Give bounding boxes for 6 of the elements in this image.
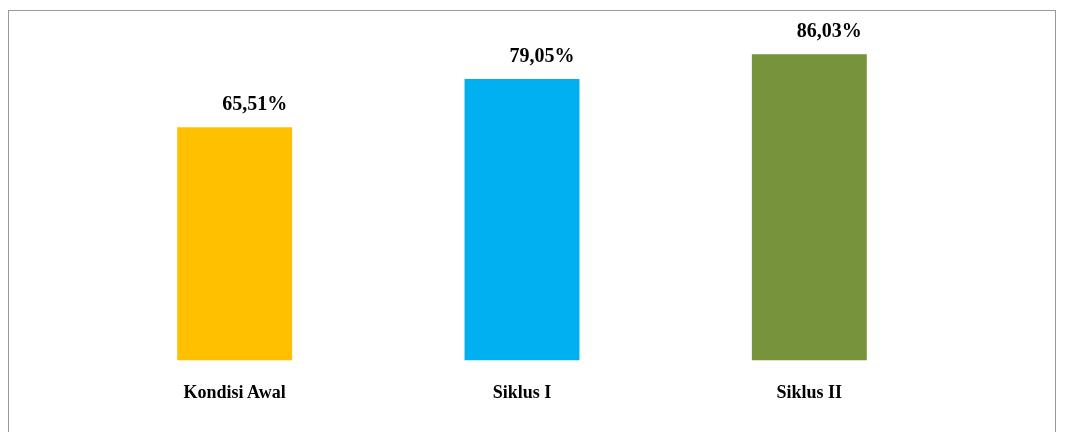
x-tick-label: Siklus I (492, 381, 552, 402)
data-label: 86,03% (796, 19, 862, 42)
x-tick-label: Kondisi Awal (183, 381, 286, 402)
x-tick-label: Siklus II (776, 381, 843, 402)
data-label: 79,05% (509, 44, 575, 67)
data-label: 65,51% (222, 92, 288, 115)
